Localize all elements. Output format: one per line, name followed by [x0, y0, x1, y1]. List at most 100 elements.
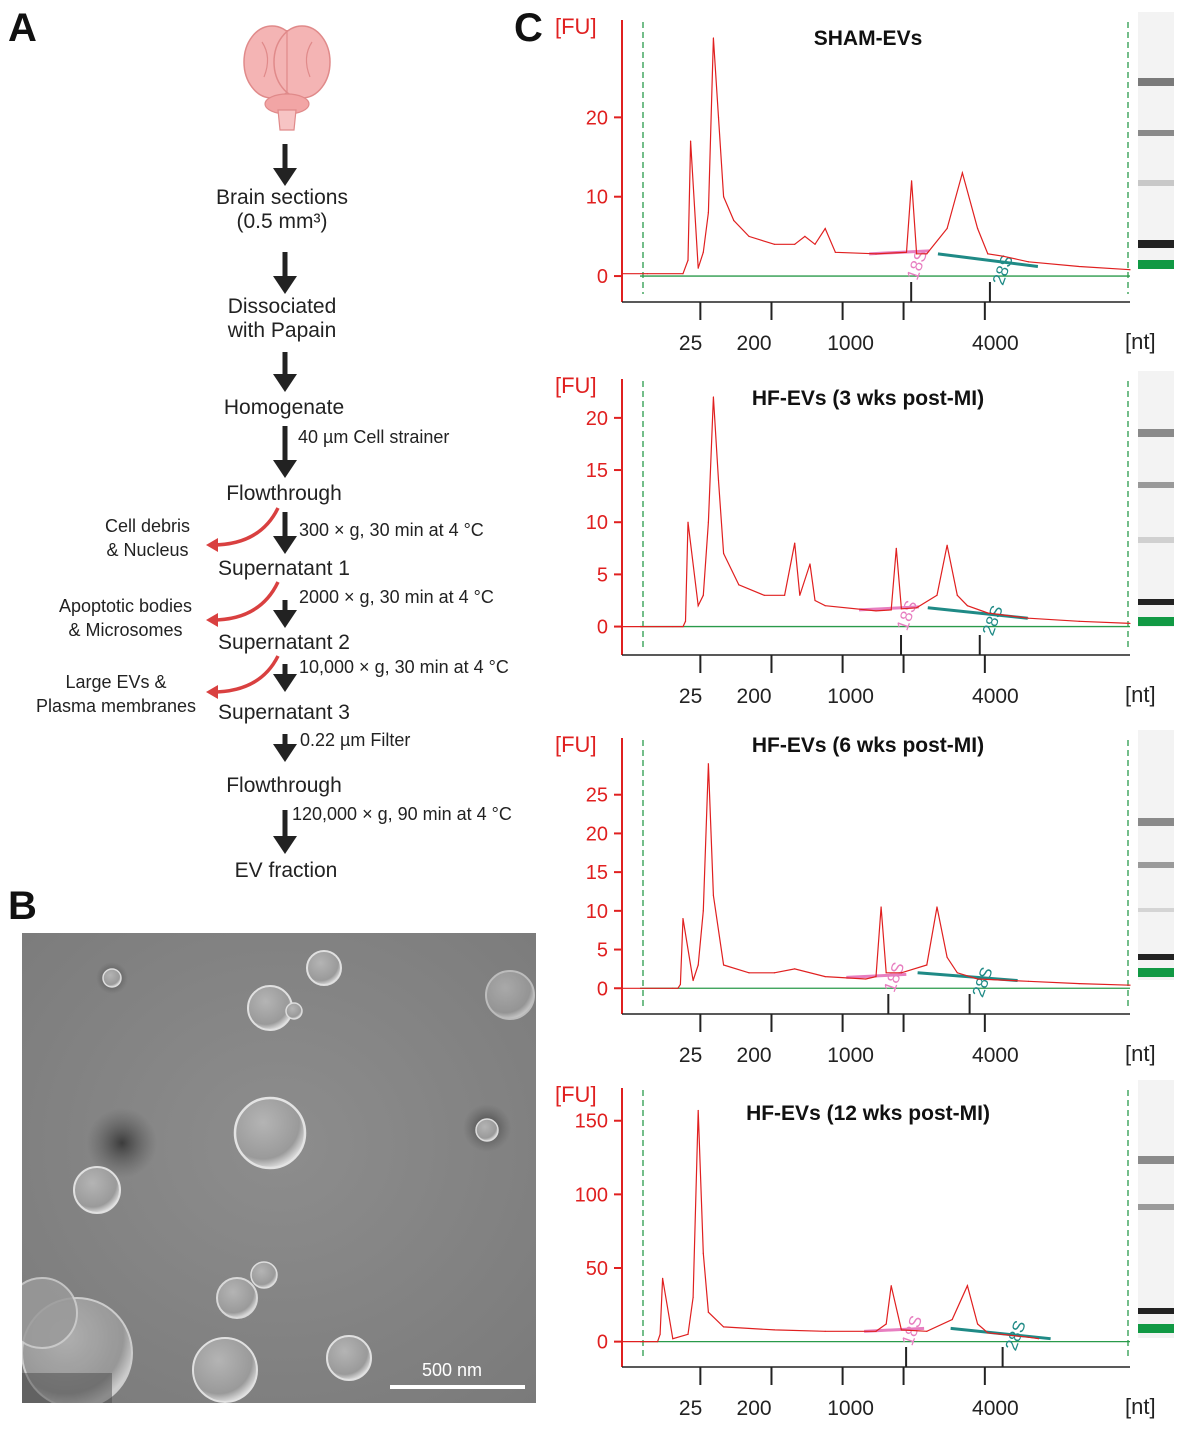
trace-point	[794, 542, 796, 544]
gel-lane	[1138, 730, 1174, 980]
trace-point	[702, 251, 704, 253]
trace-line	[622, 1110, 1039, 1343]
trace-point	[717, 116, 720, 118]
trace-point	[717, 479, 720, 482]
gel-band	[1138, 599, 1174, 605]
trace-point	[697, 964, 699, 966]
trace-point	[773, 243, 775, 245]
step-dissociated-label: Dissociated	[227, 295, 337, 318]
x-axis-label: [nt]	[1125, 329, 1156, 354]
step-flowthrough-2: Flowthrough	[226, 774, 342, 797]
trace-point	[723, 1326, 725, 1328]
trace-point	[707, 1311, 709, 1313]
trace-point	[1078, 983, 1080, 985]
trace-point	[966, 1285, 969, 1287]
trace-point	[656, 1341, 659, 1343]
marker-28s-label: 28S	[979, 603, 1007, 638]
trace-point	[926, 1330, 928, 1332]
trace-point	[687, 521, 689, 523]
gel-band	[1138, 818, 1174, 826]
trace-point	[697, 1109, 699, 1112]
removed-large-evs-l2: Plasma membranes	[35, 696, 197, 716]
trace-point	[824, 976, 826, 978]
trace-point	[723, 964, 725, 966]
trace-point	[956, 594, 958, 596]
trace-point	[890, 1285, 892, 1287]
trace-point	[875, 610, 877, 612]
gel-lane	[1138, 12, 1174, 263]
gel-band	[1138, 130, 1174, 136]
x-tick-label: 4000	[972, 1397, 1019, 1420]
x-tick-label: 4000	[972, 685, 1019, 708]
gel-band	[1138, 908, 1174, 912]
trace-point	[794, 968, 796, 970]
trace-point	[707, 211, 709, 214]
marker-28s-label: 28S	[969, 965, 997, 1000]
y-tick-label: 20	[586, 823, 608, 845]
trace-point	[738, 584, 740, 586]
x-tick-label: 200	[737, 1044, 772, 1067]
y-tick-label: 150	[575, 1111, 608, 1133]
trace-point	[875, 976, 877, 978]
x-tick-label: 1000	[827, 332, 874, 355]
gel-ladder-band	[1138, 617, 1174, 626]
trace-line	[622, 396, 1131, 628]
trace-point	[966, 605, 969, 607]
x-tick-label: 25	[679, 685, 702, 708]
condition-10000g: 10,000 × g, 30 min at 4 °C	[299, 657, 509, 677]
trace-point	[824, 227, 826, 230]
trace-point	[1129, 269, 1131, 271]
removed-cell-debris: Cell debris & Nucleus	[60, 514, 235, 562]
x-tick-label: 25	[679, 1397, 702, 1420]
down-arrow-icon	[273, 352, 297, 392]
marker-28s-line	[937, 252, 1039, 269]
trace-point	[712, 396, 715, 398]
trace-point	[880, 906, 882, 908]
gel-band	[1138, 862, 1174, 868]
y-axis-label: [FU]	[555, 14, 597, 39]
trace-point	[951, 1318, 953, 1321]
trace-point	[1027, 261, 1029, 263]
panel-label-b: B	[8, 884, 37, 928]
y-tick-label: 5	[597, 940, 608, 962]
trace-point	[814, 243, 816, 245]
down-arrow-icon	[273, 252, 297, 294]
trace-point	[689, 140, 692, 142]
trace-point	[809, 563, 811, 565]
trace-point	[1078, 265, 1080, 268]
trace-point	[900, 608, 902, 610]
trace-point	[961, 172, 963, 174]
electropherogram-3wks: HF-EVs (3 wks post-MI) [FU] [nt] 0 5 10 15 20 25…	[555, 371, 1174, 708]
trace-point	[900, 1329, 902, 1331]
removal-arrow-icon	[206, 655, 280, 699]
removed-apoptotic-l2: & Microsomes	[68, 620, 183, 640]
down-arrow-icon	[273, 600, 297, 628]
trace-point	[875, 253, 877, 255]
step-homogenate: Homogenate	[223, 396, 345, 419]
removal-arrow-icon	[206, 581, 280, 627]
down-arrow-icon	[273, 426, 297, 478]
trace-line	[622, 763, 1131, 989]
trace-point	[916, 607, 918, 609]
trace-point	[662, 1277, 664, 1279]
y-tick-label: 20	[586, 408, 608, 430]
gel-band	[1138, 429, 1174, 437]
trace-point	[679, 983, 682, 985]
trace-point	[824, 605, 826, 607]
step-supernatant-3: Supernatant 3	[218, 701, 350, 724]
down-arrow-icon	[273, 810, 297, 854]
trace-point	[687, 1333, 689, 1335]
step-brain-sections-label: Brain sections	[216, 186, 348, 209]
gel-band	[1138, 482, 1174, 488]
trace-point	[1129, 984, 1131, 986]
trace-point	[804, 235, 806, 237]
gel-band	[1138, 537, 1174, 543]
removed-cell-debris-l2: & Nucleus	[106, 540, 189, 560]
x-axis-label: [nt]	[1125, 1394, 1156, 1419]
electropherogram-12wks: HF-EVs (12 wks post-MI) [FU] [nt] 0 50 100 150…	[555, 1080, 1174, 1420]
trace-point	[987, 253, 989, 255]
trace-point	[946, 227, 948, 230]
trace-point	[910, 180, 913, 182]
trace-point	[1027, 980, 1029, 982]
